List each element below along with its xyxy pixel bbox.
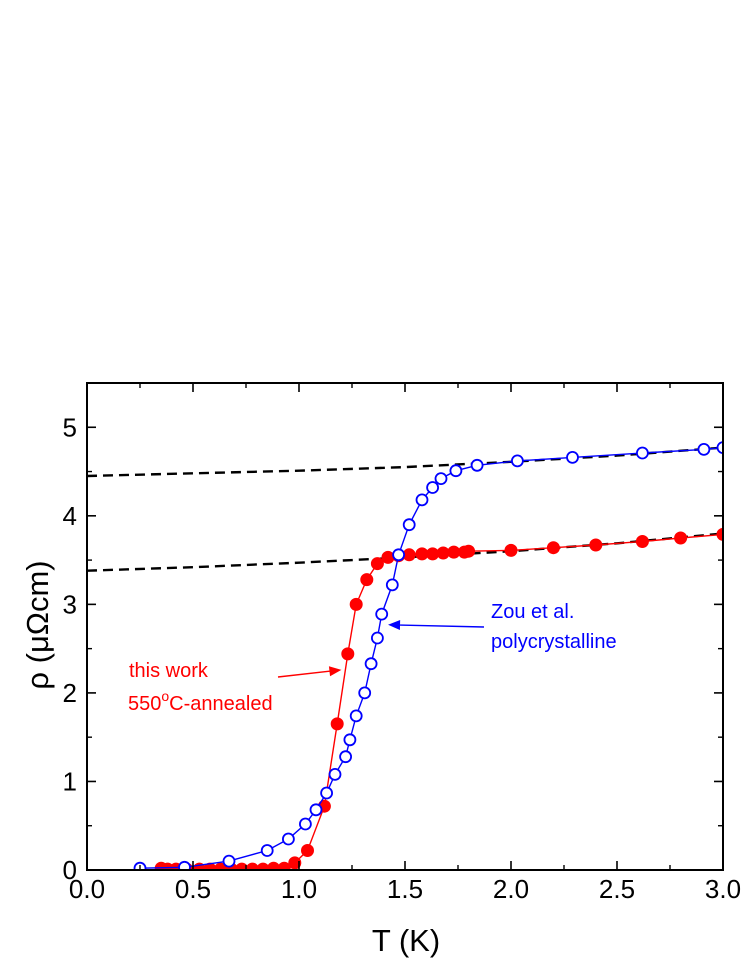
x-tick-label: 0.5 — [175, 874, 211, 904]
series-0-point — [360, 573, 374, 587]
series-1-point — [364, 657, 378, 671]
series-1-point — [178, 860, 191, 870]
series-1-point — [375, 607, 389, 621]
anno-temp-value: 550 — [128, 693, 161, 715]
fit-line-1 — [87, 446, 723, 478]
annotation-this-work: this work 550oC-annealed — [128, 660, 342, 715]
x-tick-label: 1.5 — [387, 874, 423, 904]
series-0-point — [330, 717, 344, 731]
axes-frame — [86, 382, 724, 871]
annotation-zou-line1: Zou et al. — [491, 601, 574, 623]
annotation-zou: Zou et al. polycrystalline — [388, 601, 617, 653]
series-1-point — [349, 709, 363, 723]
y-tick-label: 1 — [63, 766, 77, 796]
series-1-point — [260, 844, 274, 857]
series-1-point — [339, 750, 353, 764]
series-1-point — [298, 817, 312, 831]
y-axis-label: ρ (μΩcm) — [20, 560, 55, 689]
series-0-point — [277, 861, 291, 870]
annotation-this-work-line1: this work — [129, 660, 209, 682]
series-1-point — [320, 786, 334, 800]
series-0-point — [635, 535, 649, 548]
annotation-zou-line2: polycrystalline — [491, 631, 617, 653]
x-tick-label: 1.0 — [281, 874, 317, 904]
series-1-point — [470, 458, 484, 472]
series-0-point — [504, 543, 518, 557]
series-1-point — [426, 481, 440, 494]
y-tick-label: 3 — [63, 589, 77, 619]
series-1-point — [716, 441, 723, 454]
series-1-point — [636, 446, 649, 460]
series-1-point — [449, 464, 463, 478]
series-0-point — [349, 597, 363, 611]
arrow-red-shaft — [277, 670, 330, 678]
series-1-line — [139, 446, 723, 869]
annotation-this-work-line2: 550oC-annealed — [128, 688, 273, 715]
arrow-blue-head — [388, 620, 401, 631]
series-0-point — [288, 856, 302, 870]
anno-degree-sup: o — [161, 688, 169, 704]
y-tick-label: 2 — [63, 678, 77, 708]
series-0-point — [301, 844, 314, 857]
series-0-point — [462, 544, 476, 558]
x-tick-label: 2.5 — [599, 874, 635, 904]
series-1-point — [343, 733, 357, 747]
x-axis-label: T (K) — [372, 923, 440, 958]
series-1-point — [697, 442, 711, 456]
series-1-point — [281, 832, 295, 846]
series-0-point — [370, 557, 384, 571]
arrow-zou — [388, 620, 485, 631]
series-1-point — [385, 578, 399, 592]
arrow-this-work — [277, 666, 342, 678]
series-1-point — [402, 518, 416, 532]
y-tick-label: 0 — [63, 855, 77, 885]
series-1-point — [566, 450, 579, 464]
series-1-point — [358, 686, 372, 700]
series-1-point — [328, 768, 342, 781]
y-tick-label: 5 — [63, 412, 77, 442]
arrow-blue-shaft — [400, 624, 485, 628]
series-1 — [133, 441, 723, 870]
series-0-point — [589, 538, 603, 552]
x-tick-label: 3.0 — [705, 874, 741, 904]
series-1-point — [222, 854, 236, 868]
y-tick-label: 4 — [63, 501, 77, 531]
series-0-point — [341, 647, 355, 661]
series-0-point — [381, 550, 395, 564]
anno-annealed-text: C-annealed — [169, 693, 272, 715]
series-0-point — [716, 527, 723, 541]
axes: 0.0 0.5 1.0 1.5 2.0 2.5 3.0 0 1 2 3 4 5 — [63, 382, 741, 904]
x-tick-label: 0.0 — [69, 874, 105, 904]
series-0-point — [674, 531, 688, 545]
series-1-point — [309, 803, 323, 817]
series-1-point — [370, 631, 384, 645]
series-1-point — [415, 493, 429, 507]
data-series — [133, 441, 723, 870]
series-0-point — [546, 541, 560, 555]
series-1-point — [392, 548, 406, 562]
series-1-point — [511, 454, 524, 468]
arrow-red-head — [328, 666, 342, 677]
x-tick-label: 2.0 — [493, 874, 529, 904]
series-1-point — [434, 472, 448, 486]
